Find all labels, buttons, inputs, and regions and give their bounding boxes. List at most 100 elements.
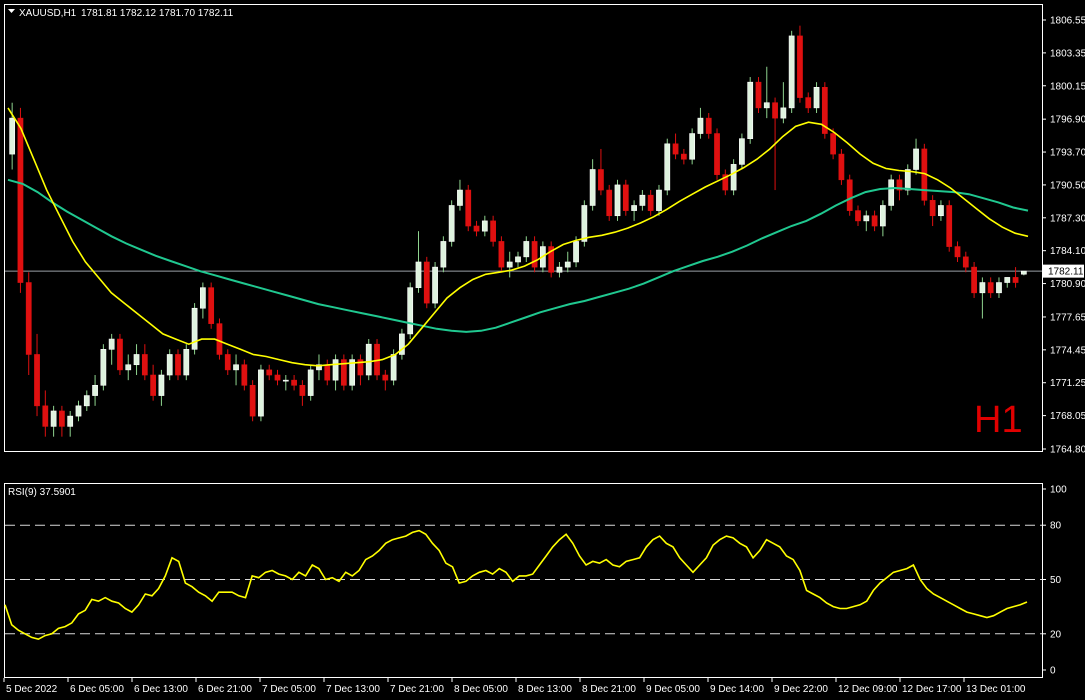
candle-body [316,364,322,371]
candle [17,107,24,293]
candle [249,380,256,422]
candle [150,364,156,401]
candle [821,82,828,139]
candle-body [59,410,65,427]
candle [904,164,911,196]
rsi-axis: 100 80 50 20 0 [1042,485,1067,677]
rsi-tick-label: 0 [1050,666,1056,677]
candle [755,77,762,113]
rsi-levels [5,524,1042,635]
candle-body [929,200,936,217]
candle-body [332,359,339,381]
candle [75,400,82,422]
candle-body [987,282,994,294]
candles-layer [9,25,1027,437]
candle [855,205,861,227]
candle [556,261,563,278]
rsi-tick-label: 100 [1050,485,1067,496]
candle [531,236,538,273]
candle-body [846,179,853,211]
candle [515,251,521,268]
candle-body [200,287,206,309]
candle-body [75,405,82,417]
triangle-down-icon[interactable] [8,9,15,13]
time-tick-label: 8 Dec 21:00 [582,684,636,695]
candle-body [548,246,555,273]
candle-body [689,133,696,160]
candle-body [423,261,430,304]
time-tick-label: 8 Dec 13:00 [518,684,572,695]
candle-body [282,379,289,382]
candle [987,277,994,298]
candle [498,236,505,273]
candle [125,354,132,381]
candle [423,256,430,309]
candle-body [962,256,969,268]
candle-body [83,395,90,407]
candle [382,369,389,391]
candle [465,184,472,232]
timeframe-watermark: H1 [974,399,1023,441]
price-tick-label: 1774.45 [1050,345,1085,356]
price-tick-label: 1780.90 [1050,279,1085,290]
candle-body [739,138,745,165]
candle [598,148,604,196]
candle [689,128,696,165]
candle [108,333,115,365]
candle-body [946,205,953,247]
candle-body [92,384,98,396]
candle-body [498,241,505,268]
candle-body [473,225,480,232]
candle-body [606,189,613,217]
candle [830,128,836,160]
candle [440,236,447,273]
candle [340,354,347,391]
candle [739,133,745,170]
candle [357,354,364,386]
candle-body [880,205,886,227]
candle [307,364,314,401]
candle-body [996,282,1002,294]
candle-body [622,184,629,211]
candle [979,277,986,319]
candle [564,251,571,273]
rsi-tick-label: 20 [1050,629,1062,640]
candle [863,210,870,232]
candle [332,354,339,391]
candle-body [598,169,604,191]
price-tick-label: 1784.10 [1050,246,1085,257]
candle [1012,267,1019,288]
candle-body [365,343,372,376]
candle-body [763,102,770,109]
candle-body [714,133,720,175]
candle-body [639,194,646,206]
candle [589,159,596,211]
candle-body [647,194,654,211]
candle-body [631,205,637,211]
candle [631,200,637,221]
candle [407,282,414,340]
rsi-tick-label: 80 [1050,521,1062,532]
moving-average-fast [7,107,1029,367]
candle-body [697,117,704,134]
candle-body [175,354,181,376]
candle-body [871,215,878,227]
candle-body [399,333,405,355]
candle [133,344,140,376]
candle-body [515,256,521,263]
candle [622,179,629,216]
price-tick-label: 1803.35 [1050,48,1085,59]
candle-body [183,349,190,376]
candle [871,210,878,232]
candle-body [888,179,895,206]
candle-body [340,359,347,386]
candle [415,231,422,293]
current-price-tag [1043,264,1084,278]
candle [473,220,480,237]
time-tick-label: 6 Dec 13:00 [134,684,188,695]
candle-body [448,205,455,242]
candle-body [755,81,762,109]
current-price-label: 1782.11 [1048,267,1084,278]
